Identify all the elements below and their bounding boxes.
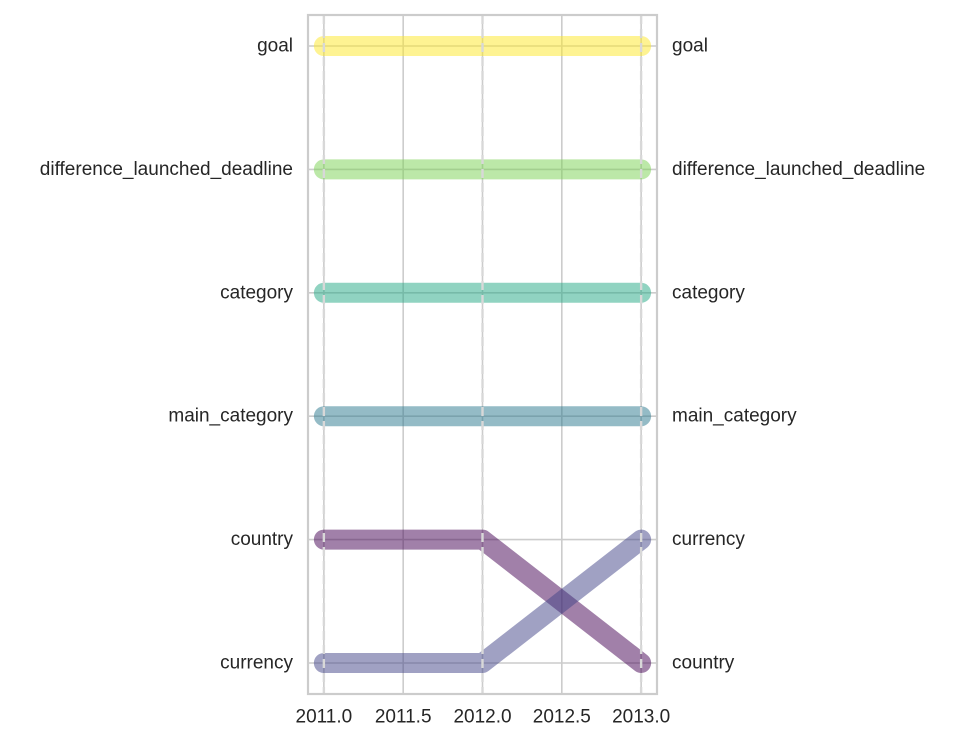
right-rank-label: difference_launched_deadline — [672, 159, 925, 180]
right-rank-label: currency — [672, 529, 745, 550]
x-tick-label: 2012.5 — [533, 707, 591, 728]
plot-frame — [306, 13, 659, 696]
x-tick-labels: 2011.0 2011.5 2012.0 2012.5 2013.0 — [296, 707, 671, 728]
left-rank-label: currency — [220, 653, 293, 674]
left-rank-label: category — [220, 282, 293, 303]
left-rank-label: country — [231, 529, 294, 550]
right-rank-label: category — [672, 282, 745, 303]
right-rank-label: main_category — [672, 406, 797, 427]
x-tick-label: 2013.0 — [612, 707, 670, 728]
left-rank-label: difference_launched_deadline — [40, 159, 293, 180]
left-rank-labels: goal difference_launched_deadline category… — [40, 36, 294, 674]
left-rank-label: goal — [257, 36, 293, 57]
left-rank-label: main_category — [168, 406, 293, 427]
right-rank-label: goal — [672, 36, 708, 57]
x-tick-label: 2011.5 — [375, 707, 432, 728]
x-tick-label: 2011.0 — [296, 707, 353, 728]
right-rank-label: country — [672, 653, 735, 674]
right-rank-labels: goal difference_launched_deadline category… — [672, 36, 925, 674]
x-tick-label: 2012.0 — [453, 707, 511, 728]
dashed-markers — [322, 15, 643, 694]
